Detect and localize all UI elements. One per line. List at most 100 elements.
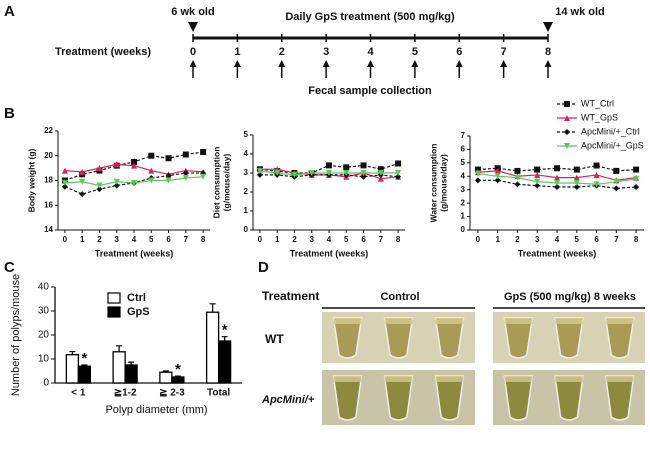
marker xyxy=(79,168,86,175)
x-tick-label: ≧1-2 xyxy=(114,388,137,399)
y-tick-label: 14 xyxy=(44,225,53,234)
marker xyxy=(534,178,541,185)
photo-header: Treatment xyxy=(262,289,319,303)
y-tick-label: 4 xyxy=(244,149,249,158)
marker xyxy=(96,165,103,172)
legend-swatch xyxy=(107,306,121,318)
sample-arrow-head xyxy=(233,60,241,67)
marker xyxy=(514,174,521,181)
week-label: 5 xyxy=(412,46,418,58)
end-marker xyxy=(543,22,553,32)
y-tick-label: 3 xyxy=(461,185,466,194)
y-axis-label: Number of polyps/mouse xyxy=(10,274,22,396)
legend-label: WT_Ctrl xyxy=(581,98,614,108)
significance: * xyxy=(81,350,87,367)
x-tick-label: 6 xyxy=(166,235,171,244)
legend-label: Ctrl xyxy=(127,292,146,304)
tube xyxy=(332,375,363,421)
marker xyxy=(494,173,501,180)
marker xyxy=(131,158,137,165)
x-tick-label: 0 xyxy=(63,235,68,244)
y-tick-label: 7 xyxy=(461,131,466,140)
legend-marker xyxy=(564,115,570,121)
y-tick-label: 20 xyxy=(44,151,53,160)
sample-arrow-head xyxy=(278,60,286,67)
panel-label: D xyxy=(258,259,269,276)
legend-marker xyxy=(564,143,570,149)
x-tick-label: 2 xyxy=(292,235,297,244)
marker xyxy=(61,167,68,174)
marker xyxy=(291,171,298,178)
marker xyxy=(200,149,207,156)
series-line xyxy=(477,164,637,172)
marker xyxy=(554,180,560,186)
marker xyxy=(593,162,600,169)
tube xyxy=(604,375,635,421)
marker xyxy=(61,179,68,186)
x-tick-label: 5 xyxy=(149,235,154,244)
start-label: 6 wk old xyxy=(171,6,214,18)
marker xyxy=(573,166,580,173)
error-bar xyxy=(174,375,181,377)
panel-label: A xyxy=(4,3,15,20)
x-tick-label: 3 xyxy=(535,235,540,244)
error-bar xyxy=(128,361,135,365)
tube xyxy=(503,317,534,359)
legend-label: GpS xyxy=(127,306,150,318)
y-tick-label: 10 xyxy=(38,354,50,365)
sample-arrow-head xyxy=(367,60,374,67)
x-tick-label: ≧ 2-3 xyxy=(159,388,185,399)
week-label: 7 xyxy=(501,46,507,58)
x-tick-label: 5 xyxy=(575,235,580,244)
significance: * xyxy=(175,361,181,378)
x-axis-label: Treatment (weeks) xyxy=(95,248,174,258)
week-label: 8 xyxy=(545,46,551,58)
series-line xyxy=(259,174,399,178)
x-tick-label: 0 xyxy=(476,235,481,244)
tube-top xyxy=(555,318,583,324)
tube-top xyxy=(384,376,413,382)
x-tick-label: < 1 xyxy=(71,388,86,399)
y-tick-label: 2 xyxy=(461,198,466,207)
marker xyxy=(274,170,281,176)
marker xyxy=(377,170,384,176)
x-tick-label: 3 xyxy=(115,235,120,244)
tube xyxy=(434,317,465,359)
bar xyxy=(77,365,92,384)
photo-group: Control xyxy=(380,291,419,303)
photo-group: GpS (500 mg/kg) 8 weeks xyxy=(504,291,636,303)
sample-arrow-head xyxy=(411,60,419,67)
marker xyxy=(593,181,600,188)
x-tick-label: 4 xyxy=(327,235,332,244)
error-bar xyxy=(116,345,123,352)
marker xyxy=(113,178,120,185)
legend-marker xyxy=(564,129,570,135)
tube xyxy=(383,317,414,359)
marker xyxy=(633,166,640,173)
tube-top xyxy=(504,318,533,324)
x-tick-label: 3 xyxy=(310,235,315,244)
error-bar xyxy=(69,350,76,355)
tube-top xyxy=(555,376,583,382)
legend-marker xyxy=(564,101,570,107)
marker xyxy=(131,162,137,169)
marker xyxy=(343,170,350,176)
x-tick-label: 8 xyxy=(201,235,206,244)
tube-top xyxy=(435,318,464,324)
row-label: WT xyxy=(265,332,284,346)
marker xyxy=(148,177,155,184)
marker xyxy=(182,151,189,158)
row-label: ApcMini/+ xyxy=(261,394,315,406)
marker xyxy=(395,173,402,180)
marker xyxy=(182,175,189,182)
tube-top xyxy=(605,376,634,382)
x-tick-label: 2 xyxy=(97,235,102,244)
week-label: 3 xyxy=(323,46,329,58)
x-tick-label: 0 xyxy=(258,235,263,244)
marker xyxy=(573,174,580,181)
marker xyxy=(96,182,103,189)
legend-label: ApcMini/+_GpS xyxy=(581,140,644,150)
y-tick-label: 20 xyxy=(38,330,50,341)
x-tick-label: 4 xyxy=(132,235,137,244)
bar xyxy=(205,311,220,384)
